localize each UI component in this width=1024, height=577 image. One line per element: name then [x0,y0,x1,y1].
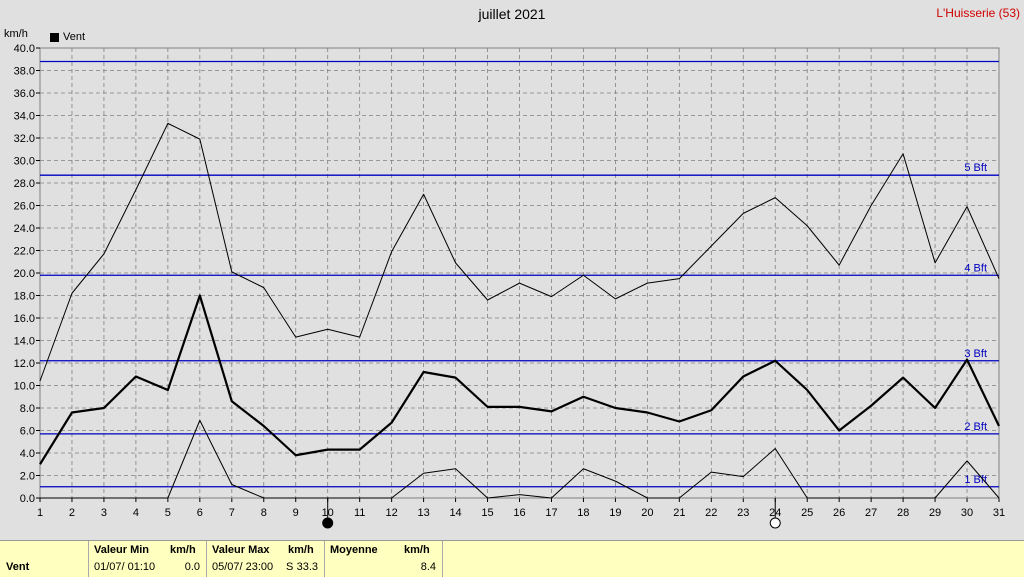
stats-min-date: 01/07/ 01:10 [94,561,156,573]
y-tick-label: 12.0 [14,358,35,370]
x-tick-label: 3 [101,507,107,519]
stats-avg-unit: km/h [404,544,430,556]
stats-max-dir: S [286,561,294,573]
x-tick-label: 29 [929,507,941,519]
chart-title: juillet 2021 [478,6,546,22]
x-tick-label: 13 [417,507,429,519]
y-tick-label: 6.0 [20,426,35,438]
stats-max-header: Valeur Max [212,544,270,556]
y-tick-label: 8.0 [20,403,35,415]
series-line-mean [39,294,1000,465]
full-moon-icon [769,517,781,529]
y-tick-label: 22.0 [14,246,35,258]
x-tick-label: 20 [641,507,653,519]
station-name: L'Huisserie (53) [936,6,1020,20]
y-axis-unit: km/h [4,28,28,40]
x-tick-label: 5 [165,507,171,519]
stats-min-header: Valeur Min [94,544,150,556]
x-tick-label: 17 [545,507,557,519]
stats-col-avg: Moyenne km/h 8.4 [324,541,443,577]
plot-svg: 1 2 3 4 5 6 7 8 9 10 11 12 13 14 15 16 17 18 19 20 21 22 23 24 2… [14,43,1005,529]
y-tick-label: 26.0 [14,201,35,213]
y-tick-label: 36.0 [14,88,35,100]
x-tick-label: 27 [865,507,877,519]
y-tick-label: 32.0 [14,133,35,145]
x-tick-label: 22 [705,507,717,519]
x-tick-label: 25 [801,507,813,519]
x-tick-label: 8 [261,507,267,519]
x-tick-label: 26 [833,507,845,519]
x-tick-label: 9 [293,507,299,519]
legend-label: Vent [63,31,86,43]
y-tick-label: 20.0 [14,268,35,280]
x-tick-label: 12 [386,507,398,519]
x-tick-label: 30 [961,507,973,519]
x-tick-label: 16 [513,507,525,519]
x-tick-label: 31 [993,507,1005,519]
stats-max-unit: km/h [288,544,314,556]
stats-avg-header: Moyenne [330,544,378,556]
stats-min-unit: km/h [170,544,196,556]
y-tick-label: 18.0 [14,291,35,303]
x-tick-label: 28 [897,507,909,519]
y-tick-label: 0.0 [20,493,35,505]
x-tick-label: 14 [449,507,461,519]
y-tick-label: 16.0 [14,313,35,325]
stats-col-max: Valeur Max km/h 05/07/ 23:00 S 33.3 [206,541,325,577]
chart-area: juillet 2021 L'Huisserie (53) km/h Vent … [0,0,1024,540]
reference-label: 2 Bft [964,421,987,433]
x-tick-label: 6 [197,507,203,519]
x-tick-label: 21 [673,507,685,519]
y-tick-label: 30.0 [14,156,35,168]
x-tick-label: 18 [577,507,589,519]
y-tick-label: 14.0 [14,336,35,348]
y-tick-label: 40.0 [14,43,35,55]
reference-label: 5 Bft [964,162,987,174]
x-tick-label: 23 [737,507,749,519]
x-tick-label: 2 [69,507,75,519]
x-tick-label: 19 [609,507,621,519]
stats-max-value: 33.3 [296,561,318,573]
y-tick-label: 4.0 [20,448,35,460]
stats-bar: Vent Valeur Min km/h 01/07/ 01:10 0.0 Va… [0,540,1024,577]
y-tick-label: 2.0 [20,471,35,483]
y-tick-label: 10.0 [14,381,35,393]
stats-max-date: 05/07/ 23:00 [212,561,274,573]
x-tick-label: 11 [354,507,365,519]
reference-label: 4 Bft [964,262,987,274]
y-tick-label: 38.0 [14,66,35,78]
stats-min-value: 0.0 [184,561,200,573]
series-line-max [39,122,1000,382]
stats-col-min: Valeur Min km/h 01/07/ 01:10 0.0 [88,541,207,577]
stats-label: Vent [6,561,30,573]
x-tick-label: 7 [229,507,235,519]
y-tick-label: 28.0 [14,178,35,190]
reference-label: 3 Bft [964,348,987,360]
stats-avg-value: 8.4 [420,561,436,573]
new-moon-icon [322,517,334,529]
y-tick-label: 34.0 [14,111,35,123]
x-tick-label: 15 [481,507,493,519]
legend: Vent [50,31,85,43]
y-tick-label: 24.0 [14,223,35,235]
x-tick-label: 4 [133,507,139,519]
x-tick-label: 1 [37,507,43,519]
series-line-min [40,419,1000,499]
stats-col-label [0,541,89,577]
legend-swatch [50,32,59,42]
